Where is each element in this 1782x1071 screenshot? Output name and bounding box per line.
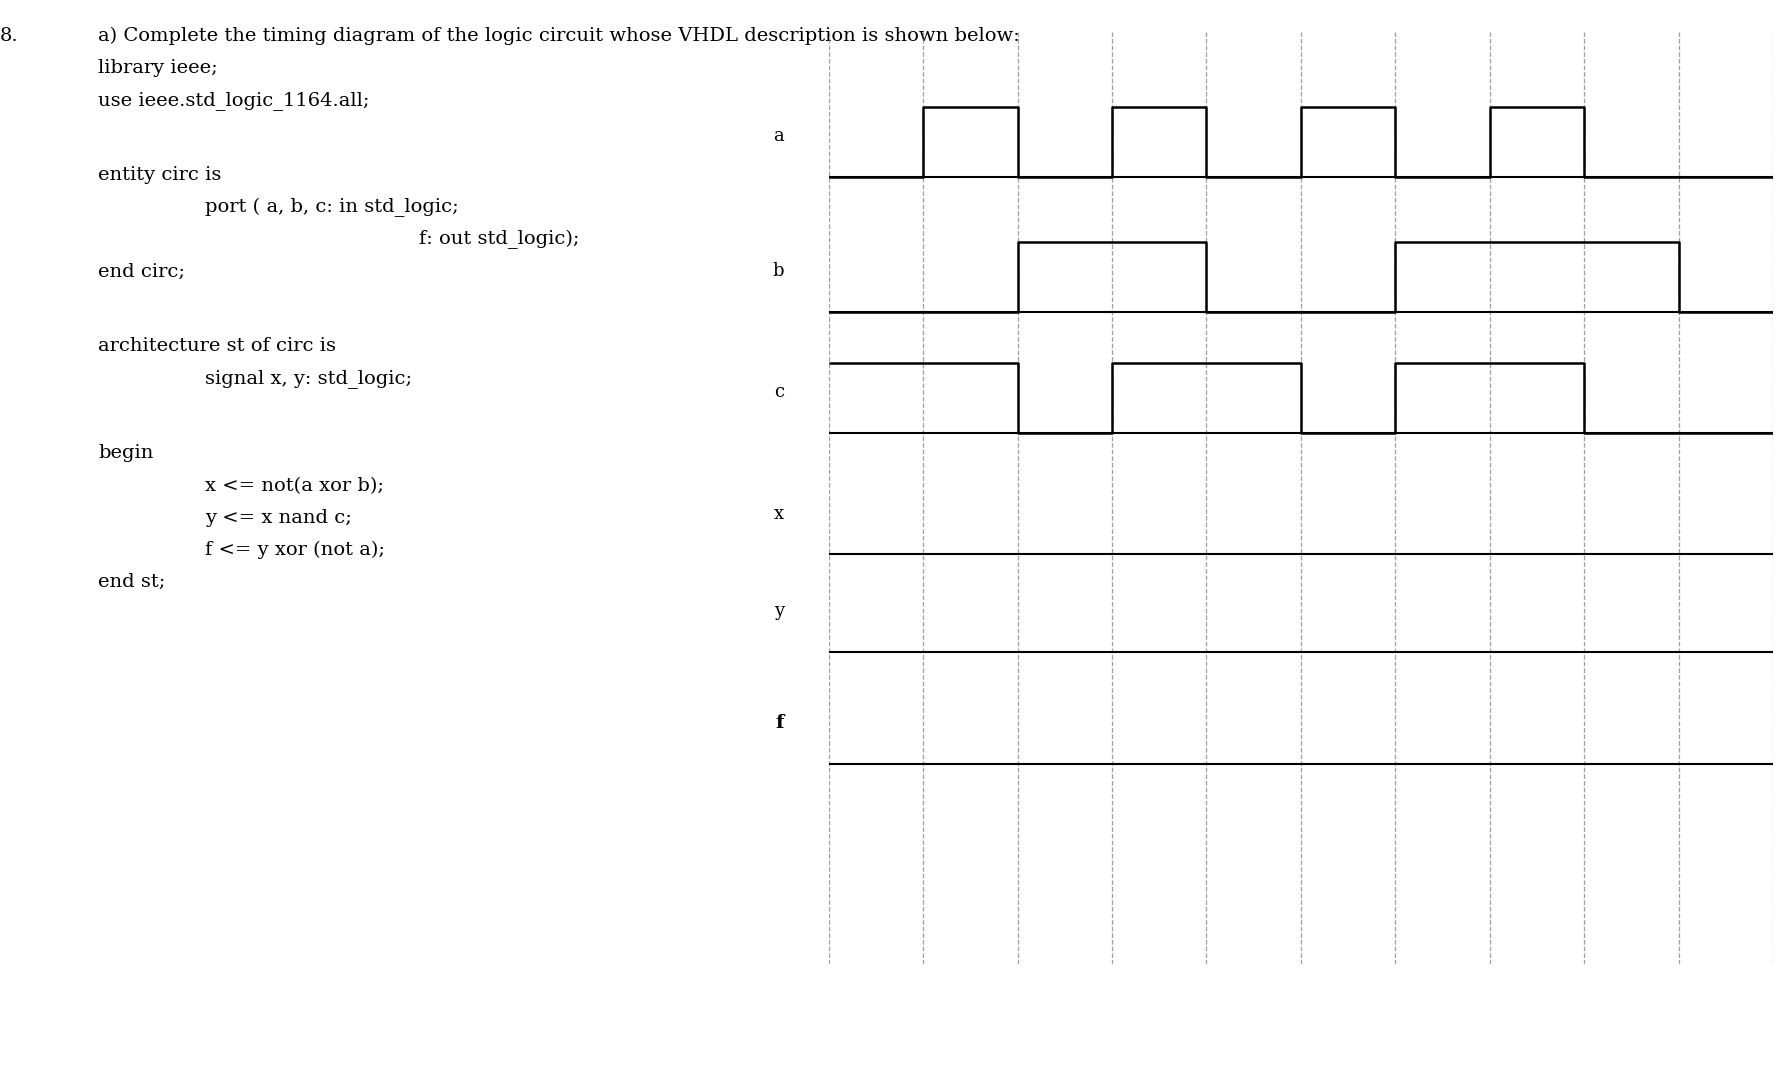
Text: begin: begin [98,444,153,463]
Text: y: y [773,603,784,620]
Text: c: c [773,383,784,402]
Text: f: out std_logic);: f: out std_logic); [419,230,579,250]
Text: end st;: end st; [98,573,166,591]
Text: library ieee;: library ieee; [98,59,217,77]
Text: end circ;: end circ; [98,262,185,281]
Text: b: b [773,262,784,281]
Text: port ( a, b, c: in std_logic;: port ( a, b, c: in std_logic; [205,198,458,217]
Text: entity circ is: entity circ is [98,166,221,184]
Text: a) Complete the timing diagram of the logic circuit whose VHDL description is sh: a) Complete the timing diagram of the lo… [98,27,1019,45]
Text: x <= not(a xor b);: x <= not(a xor b); [205,477,383,495]
Text: signal x, y: std_logic;: signal x, y: std_logic; [205,369,412,389]
Text: x: x [773,504,784,523]
Text: 8.: 8. [0,27,18,45]
Text: a: a [773,127,784,146]
Text: use ieee.std_logic_1164.all;: use ieee.std_logic_1164.all; [98,91,369,110]
Text: f: f [775,714,784,733]
Text: y <= x nand c;: y <= x nand c; [205,509,351,527]
Text: f <= y xor (not a);: f <= y xor (not a); [205,541,385,559]
Text: architecture st of circ is: architecture st of circ is [98,337,337,356]
